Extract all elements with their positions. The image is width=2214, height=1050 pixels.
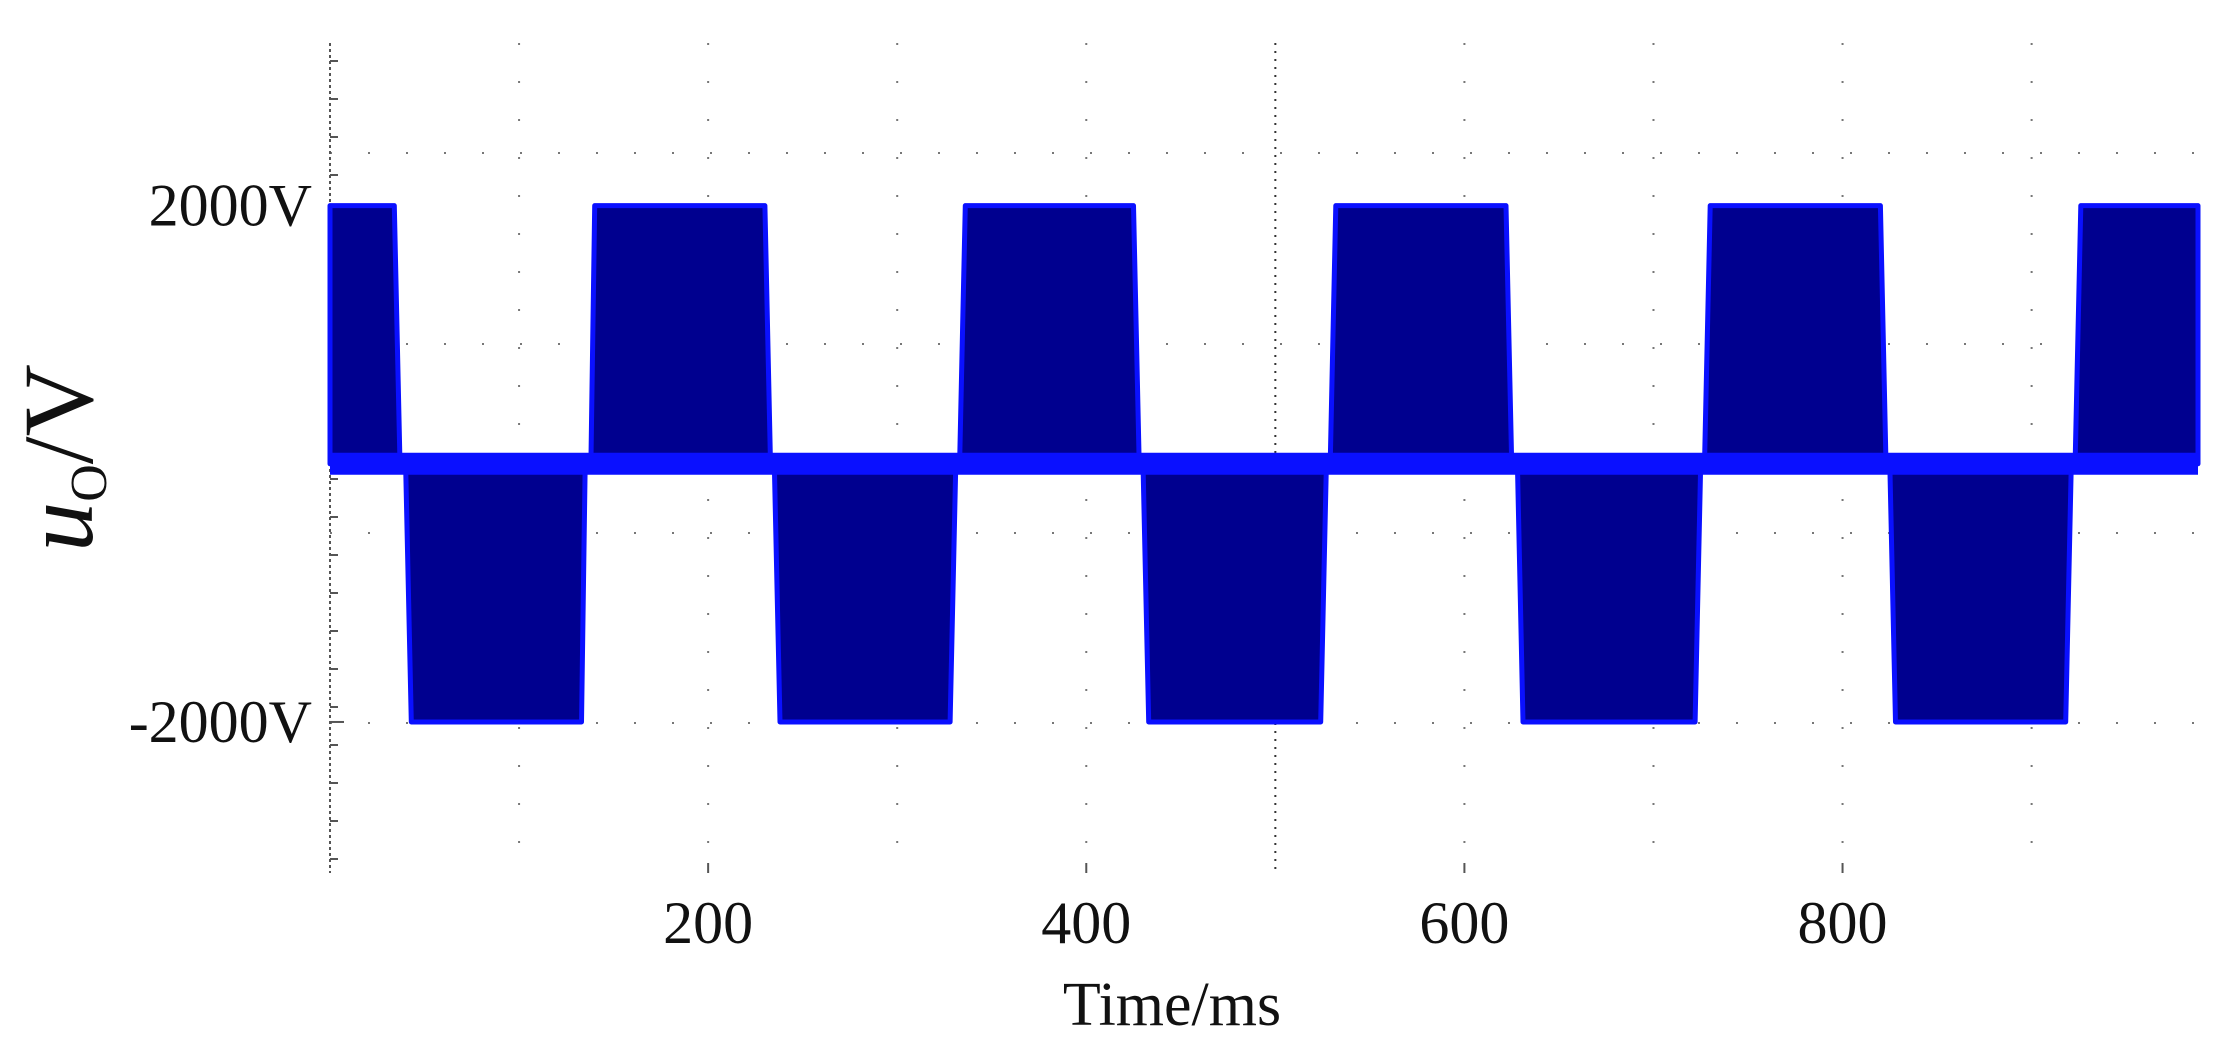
y-axis-label: uO/V <box>3 364 118 552</box>
y-tick-label: -2000V <box>129 689 312 755</box>
y-tick-label: 2000V <box>149 173 312 239</box>
y-label-var: u <box>3 502 114 552</box>
y-label-sub: O <box>61 464 118 502</box>
x-tick-label: 200 <box>663 890 753 956</box>
x-tick-label: 600 <box>1419 890 1509 956</box>
x-tick-label: 400 <box>1041 890 1131 956</box>
x-axis-label: Time/ms <box>1063 971 1281 1039</box>
x-tick-label: 800 <box>1798 890 1888 956</box>
y-label-unit: /V <box>3 364 114 464</box>
